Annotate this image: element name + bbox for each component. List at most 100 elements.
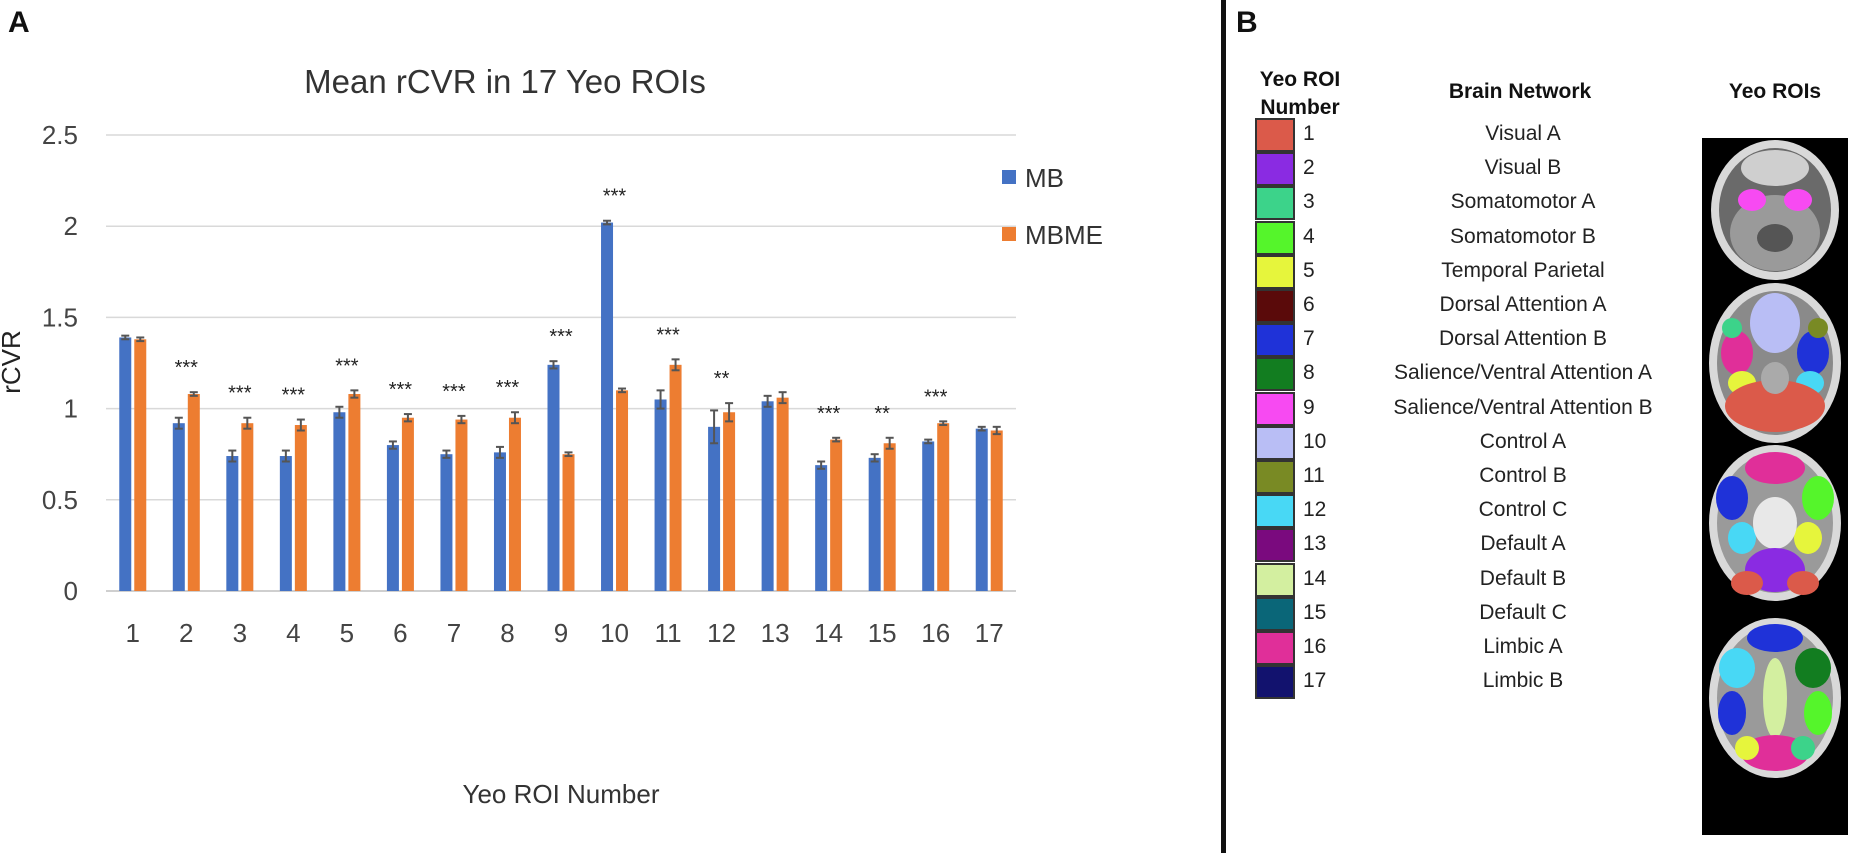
roi-row: 4 Somatomotor B — [1255, 219, 1665, 259]
bar-mbme-roi-14 — [830, 439, 843, 591]
roi-network-name: Visual A — [1485, 122, 1561, 145]
roi-row: 7 Dorsal Attention B — [1255, 321, 1665, 361]
x-tick-labels: 1 2 3 4 5 6 7 8 9 10 11 12 13 14 15 16 17 — [126, 618, 1004, 648]
roi-row: 17 Limbic B — [1255, 663, 1665, 703]
brain-slices-illustration — [1709, 140, 1841, 778]
roi-row: 13 Default A — [1255, 526, 1665, 566]
bar-mb-roi-1 — [119, 337, 132, 591]
y-tick-label: 2.5 — [42, 120, 78, 150]
roi-network-name: Salience/Ventral Attention A — [1393, 361, 1653, 385]
significance-annotation: ** — [714, 368, 730, 390]
roi-network-name: Dorsal Attention B — [1438, 327, 1608, 351]
significance-annotation: *** — [656, 324, 680, 346]
brain-slice-4 — [1709, 618, 1841, 778]
roi-number: 16 — [1303, 635, 1327, 658]
bar-mb-roi-7 — [440, 454, 453, 591]
x-tick-label: 13 — [761, 618, 790, 648]
roi-color-swatch — [1255, 391, 1295, 426]
bars — [119, 222, 1003, 591]
roi-network-name: Limbic A — [1483, 635, 1563, 658]
y-tick-label: 2 — [64, 211, 78, 241]
roi-color-swatch — [1255, 357, 1295, 392]
bar-mbme-roi-15 — [883, 443, 896, 591]
roi-number: 5 — [1303, 258, 1315, 282]
roi-network-name: Salience/Ventral Attention B — [1393, 395, 1653, 419]
x-axis-label: Yeo ROI Number — [462, 779, 659, 809]
roi-color-swatch — [1255, 425, 1295, 460]
roi-number: 6 — [1303, 293, 1315, 316]
panel-b-letter: B — [1236, 6, 1258, 39]
x-tick-label: 4 — [286, 618, 300, 648]
roi-row: 14 Default B — [1255, 561, 1665, 601]
x-tick-label: 14 — [814, 618, 843, 648]
roi-color-swatch — [1255, 460, 1295, 494]
legend-swatch-mbme — [1002, 227, 1016, 241]
header-roi-number: Yeo ROI Number — [1245, 66, 1355, 122]
bar-mb-roi-10 — [601, 222, 614, 591]
roi-network-name: Somatomotor B — [1450, 224, 1596, 248]
y-tick-labels: 0 0.5 1 1.5 2 2.5 — [42, 120, 78, 606]
x-tick-label: 8 — [500, 618, 514, 648]
roi-network-name: Control C — [1478, 498, 1568, 522]
bar-mbme-roi-9 — [562, 454, 575, 591]
roi-number: 12 — [1303, 498, 1327, 522]
bar-mbme-roi-13 — [776, 397, 789, 591]
bar-mb-roi-11 — [654, 399, 667, 591]
x-tick-label: 12 — [707, 618, 736, 648]
x-tick-label: 17 — [975, 618, 1004, 648]
roi-row: 10 Control A — [1255, 424, 1665, 464]
brain-slice-3 — [1709, 445, 1841, 601]
roi-color-swatch — [1255, 494, 1295, 529]
roi-row: 12 Control C — [1255, 492, 1665, 532]
roi-row: 8 Salience/Ventral Attention A — [1255, 355, 1665, 395]
bar-mb-roi-16 — [922, 441, 935, 591]
y-tick-label: 0 — [64, 576, 78, 606]
roi-color-swatch — [1255, 562, 1295, 597]
significance-annotation: *** — [335, 355, 359, 377]
bar-mbme-roi-12 — [723, 412, 736, 591]
bar-mb-roi-6 — [386, 445, 399, 591]
bar-mb-roi-15 — [868, 457, 881, 591]
roi-network-name: Control A — [1479, 429, 1567, 453]
roi-row: 9 Salience/Ventral Attention B — [1255, 390, 1665, 430]
roi-color-swatch — [1255, 528, 1295, 563]
roi-number: 9 — [1303, 395, 1315, 419]
x-tick-label: 7 — [447, 618, 461, 648]
x-tick-label: 9 — [554, 618, 568, 648]
roi-color-swatch — [1255, 220, 1295, 255]
bar-mb-roi-14 — [815, 465, 828, 591]
roi-network-name: Dorsal Attention A — [1439, 293, 1607, 316]
bar-mbme-roi-3 — [241, 423, 254, 591]
gridlines — [106, 134, 1016, 592]
brain-slice-1 — [1711, 140, 1839, 280]
legend: MB MBME — [1002, 163, 1103, 250]
roi-color-swatch — [1255, 323, 1295, 358]
panel-divider — [1221, 0, 1226, 853]
bar-mb-roi-13 — [761, 401, 774, 591]
roi-row: 16 Limbic A — [1255, 629, 1665, 669]
roi-color-swatch — [1255, 186, 1295, 221]
significance-annotation: *** — [442, 381, 466, 403]
x-tick-label: 11 — [655, 618, 682, 648]
roi-number: 13 — [1303, 532, 1327, 556]
bar-mbme-roi-11 — [669, 364, 682, 591]
error-bars — [121, 219, 1001, 470]
roi-row: 1 Visual A — [1255, 116, 1665, 156]
roi-number: 14 — [1303, 566, 1327, 590]
legend-label-mb: MB — [1025, 163, 1064, 193]
roi-number: 4 — [1303, 224, 1315, 248]
bar-mbme-roi-4 — [294, 425, 307, 591]
significance-annotation: *** — [228, 383, 252, 405]
header-roi-number-line1: Yeo ROI — [1259, 68, 1341, 91]
significance-annotation: *** — [549, 326, 573, 348]
roi-network-name: Somatomotor A — [1450, 190, 1596, 214]
roi-number: 3 — [1303, 190, 1315, 214]
roi-network-name: Control B — [1479, 464, 1567, 487]
roi-row: 11 Control B — [1255, 458, 1665, 498]
header-yeo-rois: Yeo ROIs — [1728, 80, 1822, 103]
bar-mbme-roi-7 — [455, 419, 468, 591]
roi-number: 8 — [1303, 361, 1315, 385]
panel-a-letter: A — [8, 6, 30, 39]
legend-swatch-mb — [1002, 170, 1016, 184]
roi-network-name: Visual B — [1484, 156, 1562, 180]
